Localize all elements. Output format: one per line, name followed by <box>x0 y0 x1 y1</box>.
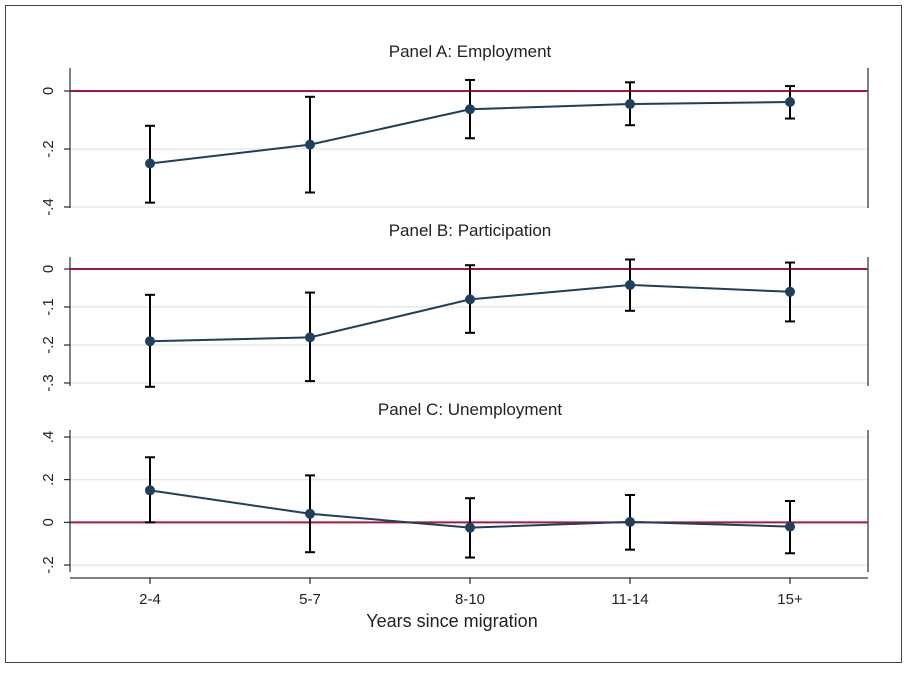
y-tick-label: -.2 <box>40 140 57 158</box>
y-tick-label: .4 <box>40 431 57 444</box>
data-point <box>145 485 155 496</box>
data-point <box>625 516 635 527</box>
data-point <box>625 279 635 290</box>
data-point <box>305 332 315 343</box>
y-tick-label: -.2 <box>40 336 57 354</box>
y-tick-label: -.4 <box>40 198 57 216</box>
data-point <box>465 522 475 533</box>
x-tick-label: 5-7 <box>299 591 321 608</box>
y-tick-label: .2 <box>40 473 57 486</box>
panel-title: Panel C: Unemployment <box>378 400 563 419</box>
data-point <box>465 104 475 115</box>
data-point <box>145 336 155 347</box>
y-tick-label: -.3 <box>40 374 57 392</box>
y-tick-label: 0 <box>40 265 57 273</box>
x-axis-title: Years since migration <box>366 611 537 631</box>
y-tick-label: 0 <box>40 87 57 95</box>
y-tick-label: 0 <box>40 518 57 526</box>
panel-c: Panel C: Unemployment .4 .2 0 -.2 <box>40 400 869 574</box>
y-tick-label: -.2 <box>40 556 57 574</box>
x-tick-label: 2-4 <box>139 591 161 608</box>
data-point <box>785 286 795 297</box>
data-point <box>785 97 795 108</box>
data-point <box>305 139 315 150</box>
data-point <box>145 158 155 169</box>
data-point <box>305 508 315 519</box>
x-tick-label: 8-10 <box>455 591 485 608</box>
x-tick-label: 15+ <box>777 591 803 608</box>
panel-title: Panel A: Employment <box>389 42 552 61</box>
x-axis: 2-4 5-7 8-10 11-14 15+ <box>70 577 868 608</box>
figure-frame <box>5 5 902 663</box>
panel-title: Panel B: Participation <box>389 221 552 240</box>
panel-b: Panel B: Participation 0 -.1 -.2 -.3 <box>40 221 869 392</box>
data-point <box>625 99 635 110</box>
data-point <box>465 294 475 305</box>
panel-a: Panel A: Employment 0 -.2 -.4 <box>40 42 869 216</box>
y-tick-label: -.1 <box>40 298 57 316</box>
x-tick-label: 11-14 <box>611 591 648 608</box>
data-point <box>785 521 795 532</box>
